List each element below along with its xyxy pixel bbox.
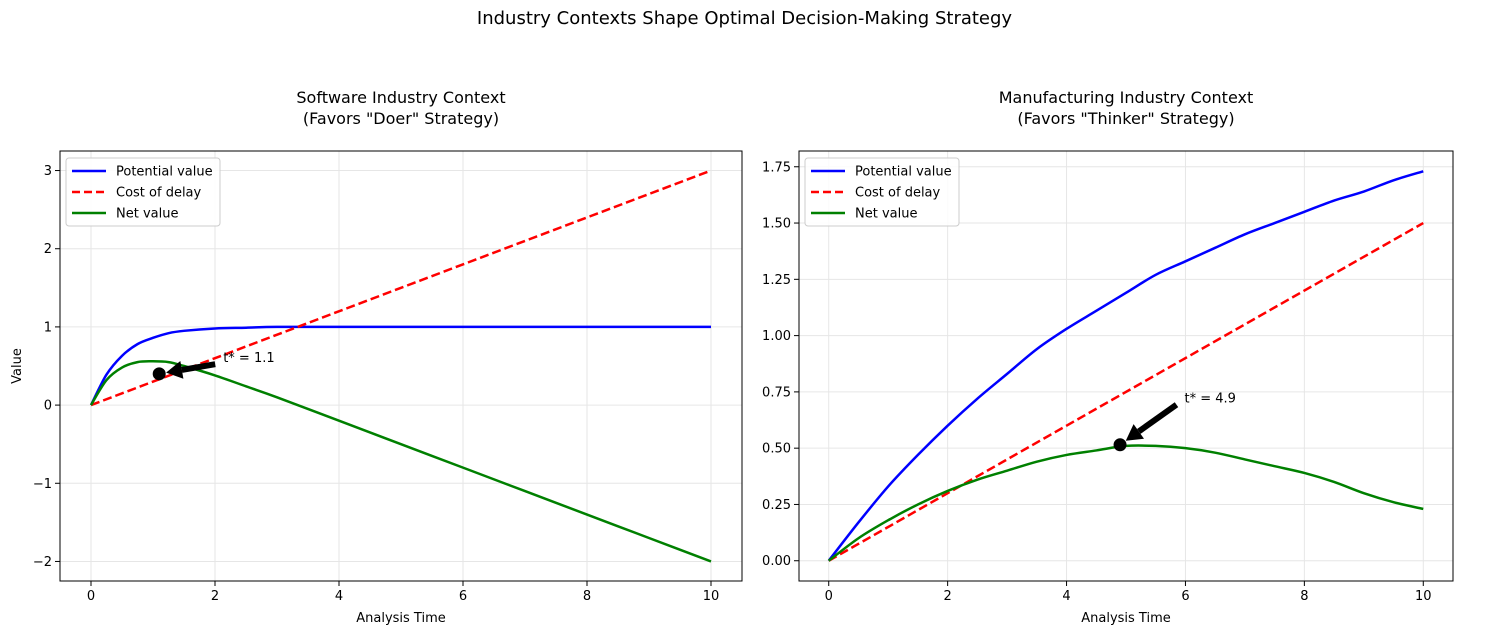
x-tick-label: 10 (1415, 589, 1432, 604)
y-tick-label: 3 (44, 164, 52, 179)
plot-area (89, 169, 712, 563)
charts-container: Software Industry Context (Favors "Doer" … (10, 88, 1454, 626)
y-tick-label: 1.75 (762, 160, 791, 175)
series-line-net (827, 444, 1424, 562)
series-line-cost (828, 221, 1424, 562)
legend-entry: Potential value (116, 165, 213, 180)
annotation-label: t* = 4.9 (1184, 392, 1235, 407)
x-tick-label: 2 (943, 589, 951, 604)
x-tick-label: 0 (825, 589, 833, 604)
y-tick-label: −1 (33, 477, 52, 492)
y-tick-label: 0.25 (762, 498, 791, 513)
y-tick-label: −2 (33, 555, 52, 570)
x-axis-label: Analysis Time (356, 611, 446, 626)
plot-area (827, 170, 1424, 562)
y-axis-label: Value (10, 348, 25, 384)
x-tick-label: 4 (335, 589, 343, 604)
legend-box (804, 157, 960, 227)
annotation-arrow-shaft (1137, 402, 1179, 434)
y-tick-label: 1 (44, 320, 52, 335)
annotation-arrow-head (166, 361, 184, 379)
x-tick-label: 0 (87, 589, 95, 604)
chart-panel-1: Software Industry Context (Favors "Doer" … (10, 88, 743, 626)
legend-entry: Net value (855, 207, 917, 222)
chart-title-line-2: (Favors "Doer" Strategy) (303, 109, 499, 128)
x-tick-label: 8 (1300, 589, 1308, 604)
y-tick-label: 0.00 (762, 554, 791, 569)
optimum-marker (1113, 438, 1127, 452)
chart-title-line-2: (Favors "Thinker" Strategy) (1017, 109, 1234, 128)
legend-box (65, 157, 221, 227)
annotation-label: t* = 1.1 (223, 351, 274, 366)
series-line-potential (89, 325, 711, 406)
annotation-arrow-shaft (181, 361, 216, 373)
legend-entry: Net value (116, 207, 178, 222)
y-tick-label: 1.50 (762, 217, 791, 232)
chart-panel-2: Manufacturing Industry Context (Favors "T… (762, 88, 1454, 626)
y-tick-label: 0 (44, 399, 52, 414)
y-tick-label: 1.00 (762, 329, 791, 344)
chart-title-line-1: Software Industry Context (296, 88, 505, 107)
y-tick-label: 0.75 (762, 385, 791, 400)
x-tick-label: 4 (1062, 589, 1070, 604)
x-axis-label: Analysis Time (1081, 611, 1171, 626)
annotation-arrow-head (1125, 424, 1145, 441)
series-line-potential (827, 170, 1424, 562)
x-tick-label: 8 (583, 589, 591, 604)
y-tick-label: 0.50 (762, 442, 791, 457)
x-tick-label: 6 (459, 589, 467, 604)
x-tick-label: 6 (1181, 589, 1189, 604)
series-line-net (89, 360, 712, 563)
axes-frame (59, 150, 743, 582)
x-tick-label: 10 (703, 589, 720, 604)
y-tick-label: 1.25 (762, 273, 791, 288)
chart-title-line-1: Manufacturing Industry Context (999, 88, 1254, 107)
legend-entry: Cost of delay (855, 186, 941, 201)
y-tick-label: 2 (44, 242, 52, 257)
optimum-marker (152, 367, 166, 381)
axes-frame (798, 150, 1454, 582)
legend: Potential value Cost of delay Net value (65, 157, 221, 227)
legend-entry: Potential value (855, 165, 952, 180)
x-tick-label: 2 (211, 589, 219, 604)
legend: Potential value Cost of delay Net value (804, 157, 960, 227)
legend-entry: Cost of delay (116, 186, 202, 201)
figure-suptitle: Industry Contexts Shape Optimal Decision… (477, 8, 1013, 29)
